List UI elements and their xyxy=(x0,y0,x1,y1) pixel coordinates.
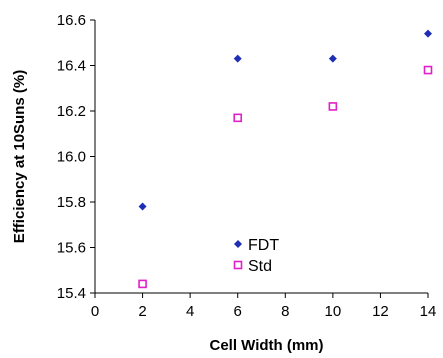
fdt-point xyxy=(424,29,432,38)
x-tick-label: 2 xyxy=(138,303,146,320)
x-tick-label: 4 xyxy=(186,303,194,320)
y-tick-label: 16.2 xyxy=(57,103,86,120)
std-legend-marker xyxy=(233,260,243,270)
legend: FDT Std xyxy=(233,237,279,275)
x-axis-title: Cell Width (mm) xyxy=(209,337,323,354)
y-tick-label: 15.8 xyxy=(57,194,86,211)
std-point xyxy=(328,102,338,111)
std-point xyxy=(233,113,243,123)
std-point xyxy=(138,279,147,289)
fdt-legend-marker xyxy=(234,240,242,248)
data-marks xyxy=(138,29,433,289)
y-axis-title: Efficiency at 10Suns (%) xyxy=(11,70,28,243)
fdt-legend-label: FDT xyxy=(248,237,279,254)
y-tick-label: 15.6 xyxy=(57,240,86,257)
x-tick-label: 6 xyxy=(234,303,242,320)
x-tick-label: 12 xyxy=(372,303,389,320)
fdt-point xyxy=(233,54,242,63)
x-tick-label: 10 xyxy=(325,303,342,320)
y-tick-label: 16.0 xyxy=(57,149,86,166)
fdt-point xyxy=(138,202,147,211)
x-tick-label: 14 xyxy=(420,303,437,320)
y-tick-label: 16.4 xyxy=(57,58,86,75)
fdt-point xyxy=(328,54,337,63)
y-tick-label: 15.4 xyxy=(57,285,86,302)
y-axis-ticks: 15.4 15.6 15.8 16.0 16.2 16.4 16.6 xyxy=(57,12,95,302)
std-legend-label: Std xyxy=(248,258,272,275)
std-point xyxy=(423,65,433,75)
x-tick-label: 0 xyxy=(91,303,99,320)
x-axis-ticks: 0 2 4 6 8 10 12 14 xyxy=(91,293,437,320)
y-tick-label: 16.6 xyxy=(57,12,86,29)
x-tick-label: 8 xyxy=(281,303,289,320)
